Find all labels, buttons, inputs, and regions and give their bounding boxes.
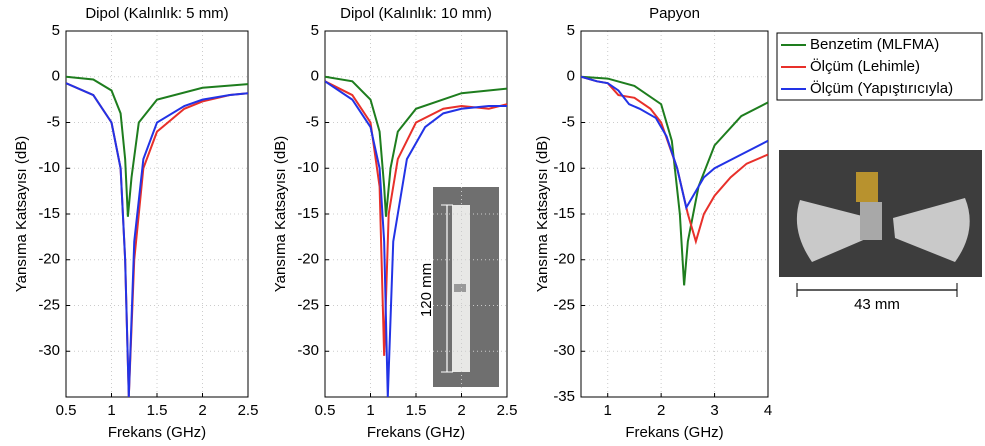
x-tick-label: 2.5 [238, 402, 259, 419]
subplot: 5 0 -5 -10 -15 -20 -25 -30 0.5 1 1.5 2 2.5 Dipol (Kal… [272, 5, 517, 441]
y-tick-label: -25 [38, 296, 60, 313]
photo-dipole [433, 187, 499, 387]
y-tick-label: -30 [38, 342, 60, 359]
x-tick-label: 2.5 [497, 402, 518, 419]
y-tick-label: -30 [297, 342, 319, 359]
series-line [325, 80, 507, 397]
x-tick-label: 4 [764, 402, 772, 419]
series-line [66, 82, 248, 397]
y-tick-label: -5 [306, 113, 319, 130]
y-tick-label: -35 [553, 388, 575, 405]
y-tick-label: -5 [562, 113, 575, 130]
x-axis-label: Frekans (GHz) [625, 424, 723, 441]
x-tick-label: 1 [366, 402, 374, 419]
x-axis-label: Frekans (GHz) [367, 424, 465, 441]
x-tick-label: 2 [198, 402, 206, 419]
x-axis-label: Frekans (GHz) [108, 424, 206, 441]
y-tick-label: -20 [38, 251, 60, 268]
series-line [581, 75, 768, 286]
y-tick-label: -10 [297, 159, 319, 176]
legend-label: Ölçüm (Yapıştırıcıyla) [810, 79, 953, 97]
y-tick-label: -10 [38, 159, 60, 176]
y-tick-label: -20 [297, 251, 319, 268]
series-line [66, 75, 248, 217]
y-tick-label: -10 [553, 159, 575, 176]
axes-frame [324, 30, 508, 398]
subplot: 5 0 -5 -10 -15 -20 -25 -30 -35 1 2 3 4 Papyon Frekans … [534, 5, 900, 441]
series-line [581, 75, 768, 211]
y-tick-label: -25 [553, 296, 575, 313]
y-tick-label: 0 [567, 68, 575, 85]
y-tick-label: -15 [553, 205, 575, 222]
subplot: 5 0 -5 -10 -15 -20 -25 -30 0.5 1 1.5 2 2.5 Dipol (Kal… [13, 5, 258, 441]
y-tick-label: 5 [311, 22, 319, 39]
x-tick-label: 0.5 [56, 402, 77, 419]
x-tick-label: 2 [657, 402, 665, 419]
series-line [66, 82, 248, 397]
series-line [325, 80, 507, 356]
y-tick-label: -15 [38, 205, 60, 222]
y-tick-label: -15 [297, 205, 319, 222]
chart-title: Dipol (Kalınlık: 10 mm) [340, 5, 492, 22]
y-tick-label: -30 [553, 342, 575, 359]
legend-box [776, 32, 983, 101]
x-tick-label: 1.5 [406, 402, 427, 419]
y-tick-label: -20 [553, 251, 575, 268]
chart-title: Papyon [649, 5, 700, 22]
legend-label: Benzetim (MLFMA) [810, 36, 939, 53]
x-tick-label: 1 [604, 402, 612, 419]
x-tick-label: 1.5 [147, 402, 168, 419]
y-tick-label: 0 [311, 68, 319, 85]
photo-bowtie [779, 150, 982, 297]
y-tick-label: -25 [297, 296, 319, 313]
y-axis-label: Yansıma Katsayısı (dB) [534, 136, 551, 292]
chart-title: Dipol (Kalınlık: 5 mm) [85, 5, 228, 22]
x-tick-label: 1 [107, 402, 115, 419]
y-tick-label: 5 [567, 22, 575, 39]
series-line [325, 75, 507, 217]
annotation: 43 mm [854, 296, 900, 313]
x-tick-label: 2 [457, 402, 465, 419]
y-axis-label: Yansıma Katsayısı (dB) [272, 136, 289, 292]
y-axis-label: Yansıma Katsayısı (dB) [13, 136, 30, 292]
y-tick-label: 0 [52, 68, 60, 85]
axes-frame [65, 30, 249, 398]
y-tick-label: 5 [52, 22, 60, 39]
legend-label: Ölçüm (Lehimle) [810, 57, 920, 75]
x-tick-label: 0.5 [315, 402, 336, 419]
x-tick-label: 3 [710, 402, 718, 419]
annotation: 120 mm [418, 263, 435, 317]
y-tick-label: -5 [47, 113, 60, 130]
axes-frame [580, 30, 769, 398]
